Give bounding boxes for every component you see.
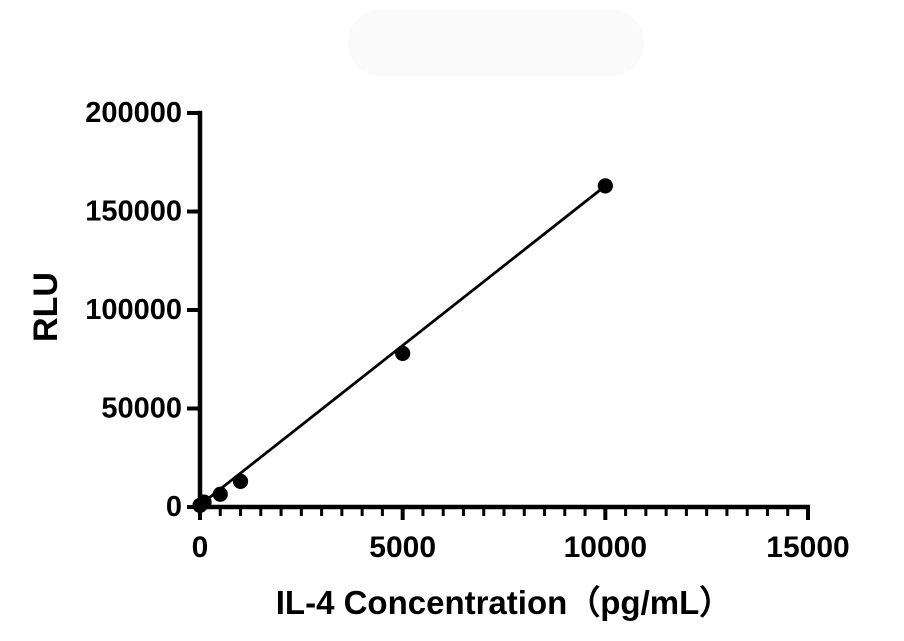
x-tick-label: 0 — [192, 531, 209, 564]
data-series — [192, 178, 613, 514]
watermark-blob — [348, 10, 644, 76]
y-axis-title: RLU — [27, 272, 65, 342]
x-tick-label: 5000 — [369, 531, 436, 564]
data-point — [196, 494, 212, 510]
data-point — [597, 178, 613, 194]
y-tick-label: 150000 — [85, 196, 182, 228]
x-tick-label: 10000 — [564, 531, 647, 564]
y-tick-label: 100000 — [85, 294, 182, 326]
y-tick-label: 200000 — [85, 97, 182, 129]
x-axis-title: IL-4 Concentration（pg/mL） — [275, 584, 733, 621]
data-point — [212, 486, 228, 502]
data-point — [232, 473, 249, 489]
data-point — [395, 345, 411, 361]
fit-line — [199, 184, 607, 507]
y-tick-label: 50000 — [101, 393, 182, 425]
y-tick-label: 0 — [166, 491, 182, 523]
axes: 0 50000 100000 150000 200000 0 5000 10000 15000 — [85, 97, 850, 564]
x-tick-label: 15000 — [766, 531, 849, 564]
